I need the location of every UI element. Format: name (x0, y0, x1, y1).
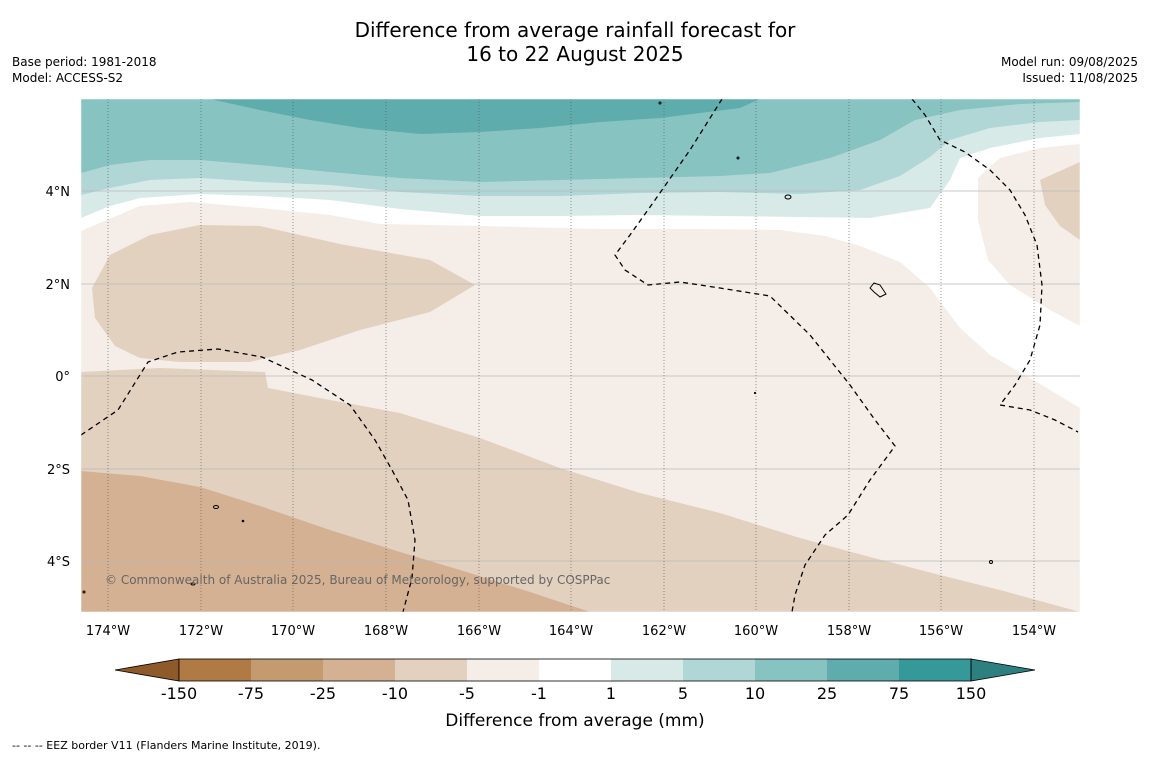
colorbar-extend-high (970, 658, 1036, 682)
colorbar-bin-10 (899, 659, 971, 681)
lon-label-172w: 172°W (179, 624, 223, 639)
lon-label-166w: 166°W (457, 624, 501, 639)
lon-label-164w: 164°W (549, 624, 593, 639)
colorbar-bin-8 (755, 659, 827, 681)
colorbar-tick-10: 75 (889, 684, 909, 703)
lat-label-2s: 2°S (47, 463, 70, 478)
colorbar-bin-9 (827, 659, 899, 681)
colorbar-bin-5 (539, 659, 611, 681)
title-line-1: Difference from average rainfall forecas… (354, 18, 796, 42)
lon-label-158w: 158°W (827, 624, 871, 639)
lon-label-154w: 154°W (1012, 624, 1056, 639)
band-minus10-minus25-south (81, 471, 590, 612)
eez-borders (81, 99, 1079, 612)
colorbar-tick-7: 5 (678, 684, 688, 703)
colorbar-bin-0 (179, 659, 251, 681)
colorbar-bin-4 (467, 659, 539, 681)
colorbar-tick-5: -1 (531, 684, 547, 703)
colorbar-outline (178, 658, 972, 682)
colorbar-tick-1: -75 (238, 684, 264, 703)
islands (82, 101, 993, 594)
colorbar-tick-9: 25 (817, 684, 837, 703)
model-run-text: Model run: 09/08/2025 (1000, 55, 1138, 69)
lon-label-162w: 162°W (642, 624, 686, 639)
colorbar-tick-2: -25 (310, 684, 336, 703)
base-period-text: Base period: 1981-2018 (12, 55, 157, 69)
colorbar-ticks: -150 -75 -25 -10 -5 -1 1 5 10 25 75 150 (161, 684, 986, 703)
colorbar-bin-7 (683, 659, 755, 681)
longitude-labels: 174°W 172°W 170°W 168°W 166°W 164°W 162°… (86, 624, 1056, 639)
band-minus5-minus10-east (1040, 162, 1080, 240)
lat-label-0: 0° (55, 370, 70, 385)
lon-label-156w: 156°W (919, 624, 963, 639)
lon-label-168w: 168°W (364, 624, 408, 639)
colorbar-extend-low (114, 658, 180, 682)
lon-label-170w: 170°W (271, 624, 315, 639)
colorbar-tick-11: 150 (956, 684, 987, 703)
lat-label-4n: 4°N (46, 185, 71, 200)
colorbar-tick-4: -5 (459, 684, 475, 703)
lon-label-160w: 160°W (734, 624, 778, 639)
colorbar-tick-0: -150 (161, 684, 197, 703)
lon-label-174w: 174°W (86, 624, 130, 639)
colorbar-label: Difference from average (mm) (445, 711, 704, 731)
colorbar-bin-6 (611, 659, 683, 681)
title-line-2: 16 to 22 August 2025 (466, 42, 684, 66)
colorbar-bin-3 (395, 659, 467, 681)
colorbar-tick-3: -10 (382, 684, 408, 703)
band-minus5-minus10-west (92, 225, 475, 362)
colorbar-bin-1 (251, 659, 323, 681)
lat-label-4s: 4°S (47, 555, 70, 570)
colorbar-tick-8: 10 (745, 684, 765, 703)
latitude-labels: 4°N 2°N 0° 2°S 4°S (46, 185, 71, 570)
eez-border-note: -- -- -- EEZ border V11 (Flanders Marine… (12, 739, 321, 752)
copyright-notice: © Commonwealth of Australia 2025, Bureau… (105, 573, 610, 587)
colorbar-tick-6: 1 (606, 684, 616, 703)
colorbar: -150 -75 -25 -10 -5 -1 1 5 10 25 75 150 … (114, 658, 1036, 731)
rainfall-map: © Commonwealth of Australia 2025, Bureau… (81, 99, 1080, 612)
model-text: Model: ACCESS-S2 (12, 71, 124, 85)
map-frame (80, 98, 1081, 613)
band-plus25-plus75 (210, 99, 760, 134)
meta-left: Base period: 1981-2018 Model: ACCESS-S2 (12, 54, 157, 86)
meta-right: Model run: 09/08/2025 Issued: 11/08/2025 (1001, 54, 1138, 86)
issued-text: Issued: 11/08/2025 (1022, 71, 1138, 85)
colorbar-bin-2 (323, 659, 395, 681)
latitude-gridlines (81, 190, 1080, 562)
chart-title: Difference from average rainfall forecas… (0, 18, 1150, 66)
lat-label-2n: 2°N (46, 278, 71, 293)
